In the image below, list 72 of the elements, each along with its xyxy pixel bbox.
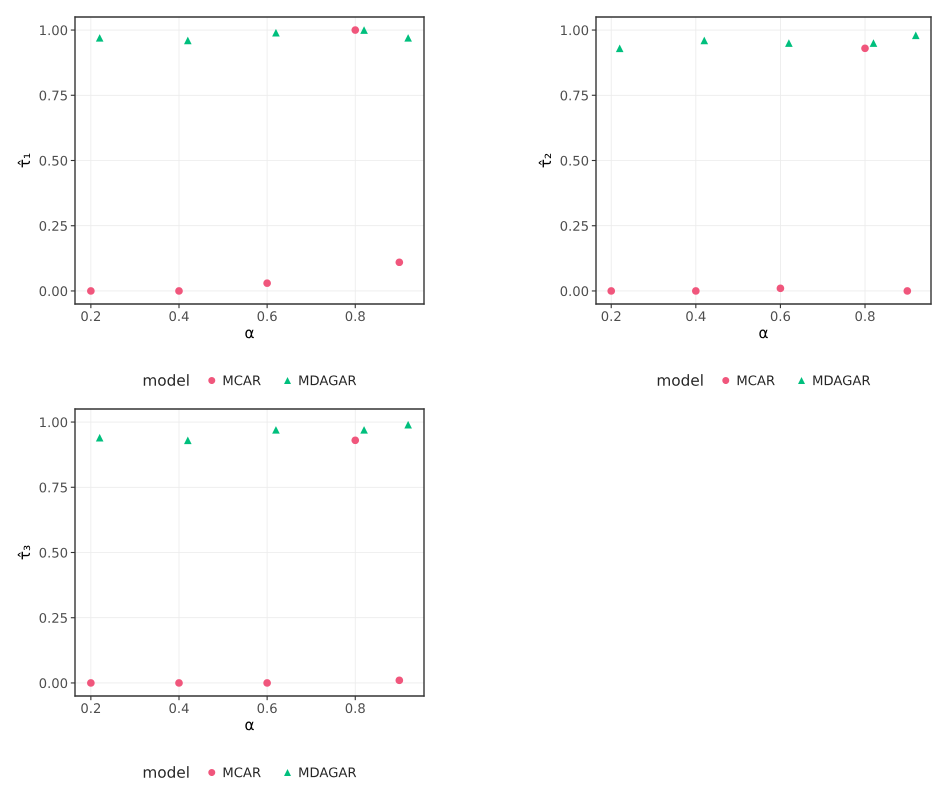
point bbox=[87, 679, 95, 687]
point bbox=[861, 44, 869, 52]
point bbox=[912, 31, 920, 40]
y-tick-label: 0.75 bbox=[40, 90, 67, 100]
point bbox=[360, 426, 368, 434]
legend-label: MDAGAR bbox=[299, 375, 356, 386]
x-tick-label: 0.6 bbox=[258, 703, 277, 714]
point bbox=[351, 436, 360, 444]
legend-label: MCAR bbox=[224, 767, 261, 778]
x-tick-label: 0.2 bbox=[81, 703, 100, 714]
point bbox=[360, 26, 368, 34]
x-axis-title: α bbox=[759, 330, 768, 338]
point bbox=[616, 44, 624, 52]
y-tick-label: 0.00 bbox=[40, 286, 68, 296]
legend-title: model bbox=[144, 766, 189, 778]
point bbox=[351, 26, 360, 34]
x-tick-label: 0.6 bbox=[770, 311, 790, 322]
point bbox=[184, 436, 192, 444]
legend-label: MDAGAR bbox=[813, 375, 870, 386]
y-tick-label: 0.25 bbox=[560, 220, 588, 231]
point bbox=[404, 34, 412, 42]
x-tick-label: 0.2 bbox=[602, 311, 620, 322]
x-tick-label: 0.4 bbox=[169, 703, 189, 714]
y-axis-title: τ̂₁ bbox=[18, 154, 30, 168]
point bbox=[96, 34, 104, 42]
point bbox=[700, 36, 708, 44]
point bbox=[396, 258, 404, 266]
point bbox=[870, 39, 878, 47]
y-tick-label: 0.25 bbox=[40, 612, 67, 623]
x-tick-label: 0.4 bbox=[686, 311, 706, 322]
y-tick-label: 0.00 bbox=[40, 678, 68, 688]
y-tick-label: 0.50 bbox=[560, 156, 588, 166]
legend-label: MDAGAR bbox=[299, 767, 356, 778]
y-tick-label: 0.75 bbox=[560, 90, 588, 100]
y-tick-label: 0.50 bbox=[40, 156, 68, 166]
y-tick-label: 0.50 bbox=[40, 548, 68, 558]
legend-title: model bbox=[144, 374, 189, 386]
legend-label: MCAR bbox=[224, 375, 261, 386]
x-tick-label: 0.6 bbox=[258, 311, 277, 322]
point bbox=[272, 426, 280, 434]
x-tick-label: 0.8 bbox=[346, 703, 365, 714]
point bbox=[263, 279, 271, 287]
x-axis-title: α bbox=[245, 722, 254, 730]
point bbox=[776, 284, 784, 292]
point bbox=[175, 679, 183, 687]
point bbox=[396, 676, 404, 684]
point bbox=[184, 36, 192, 44]
point bbox=[96, 434, 104, 442]
y-tick-label: 1.00 bbox=[561, 25, 588, 36]
point bbox=[272, 28, 280, 36]
legend-title: model bbox=[658, 374, 703, 386]
y-tick-label: 0.25 bbox=[40, 220, 67, 231]
point bbox=[263, 679, 271, 687]
point bbox=[692, 287, 700, 295]
y-tick-label: 1.00 bbox=[40, 25, 68, 36]
y-axis-title: τ̂₂ bbox=[538, 154, 551, 168]
y-axis-title: τ̂₃ bbox=[18, 546, 30, 560]
y-tick-label: 0.75 bbox=[40, 482, 67, 492]
point bbox=[175, 287, 183, 295]
x-tick-label: 0.4 bbox=[169, 311, 189, 322]
legend-label: MCAR bbox=[738, 375, 775, 386]
y-tick-label: 1.00 bbox=[40, 417, 68, 428]
x-axis-title: α bbox=[245, 330, 254, 338]
x-tick-label: 0.8 bbox=[855, 311, 875, 322]
point bbox=[607, 287, 616, 295]
point bbox=[904, 287, 912, 295]
point bbox=[404, 420, 412, 428]
x-tick-label: 0.8 bbox=[346, 311, 365, 322]
point bbox=[87, 287, 95, 295]
point bbox=[785, 39, 793, 47]
y-tick-label: 0.00 bbox=[560, 286, 588, 296]
x-tick-label: 0.2 bbox=[81, 311, 100, 322]
